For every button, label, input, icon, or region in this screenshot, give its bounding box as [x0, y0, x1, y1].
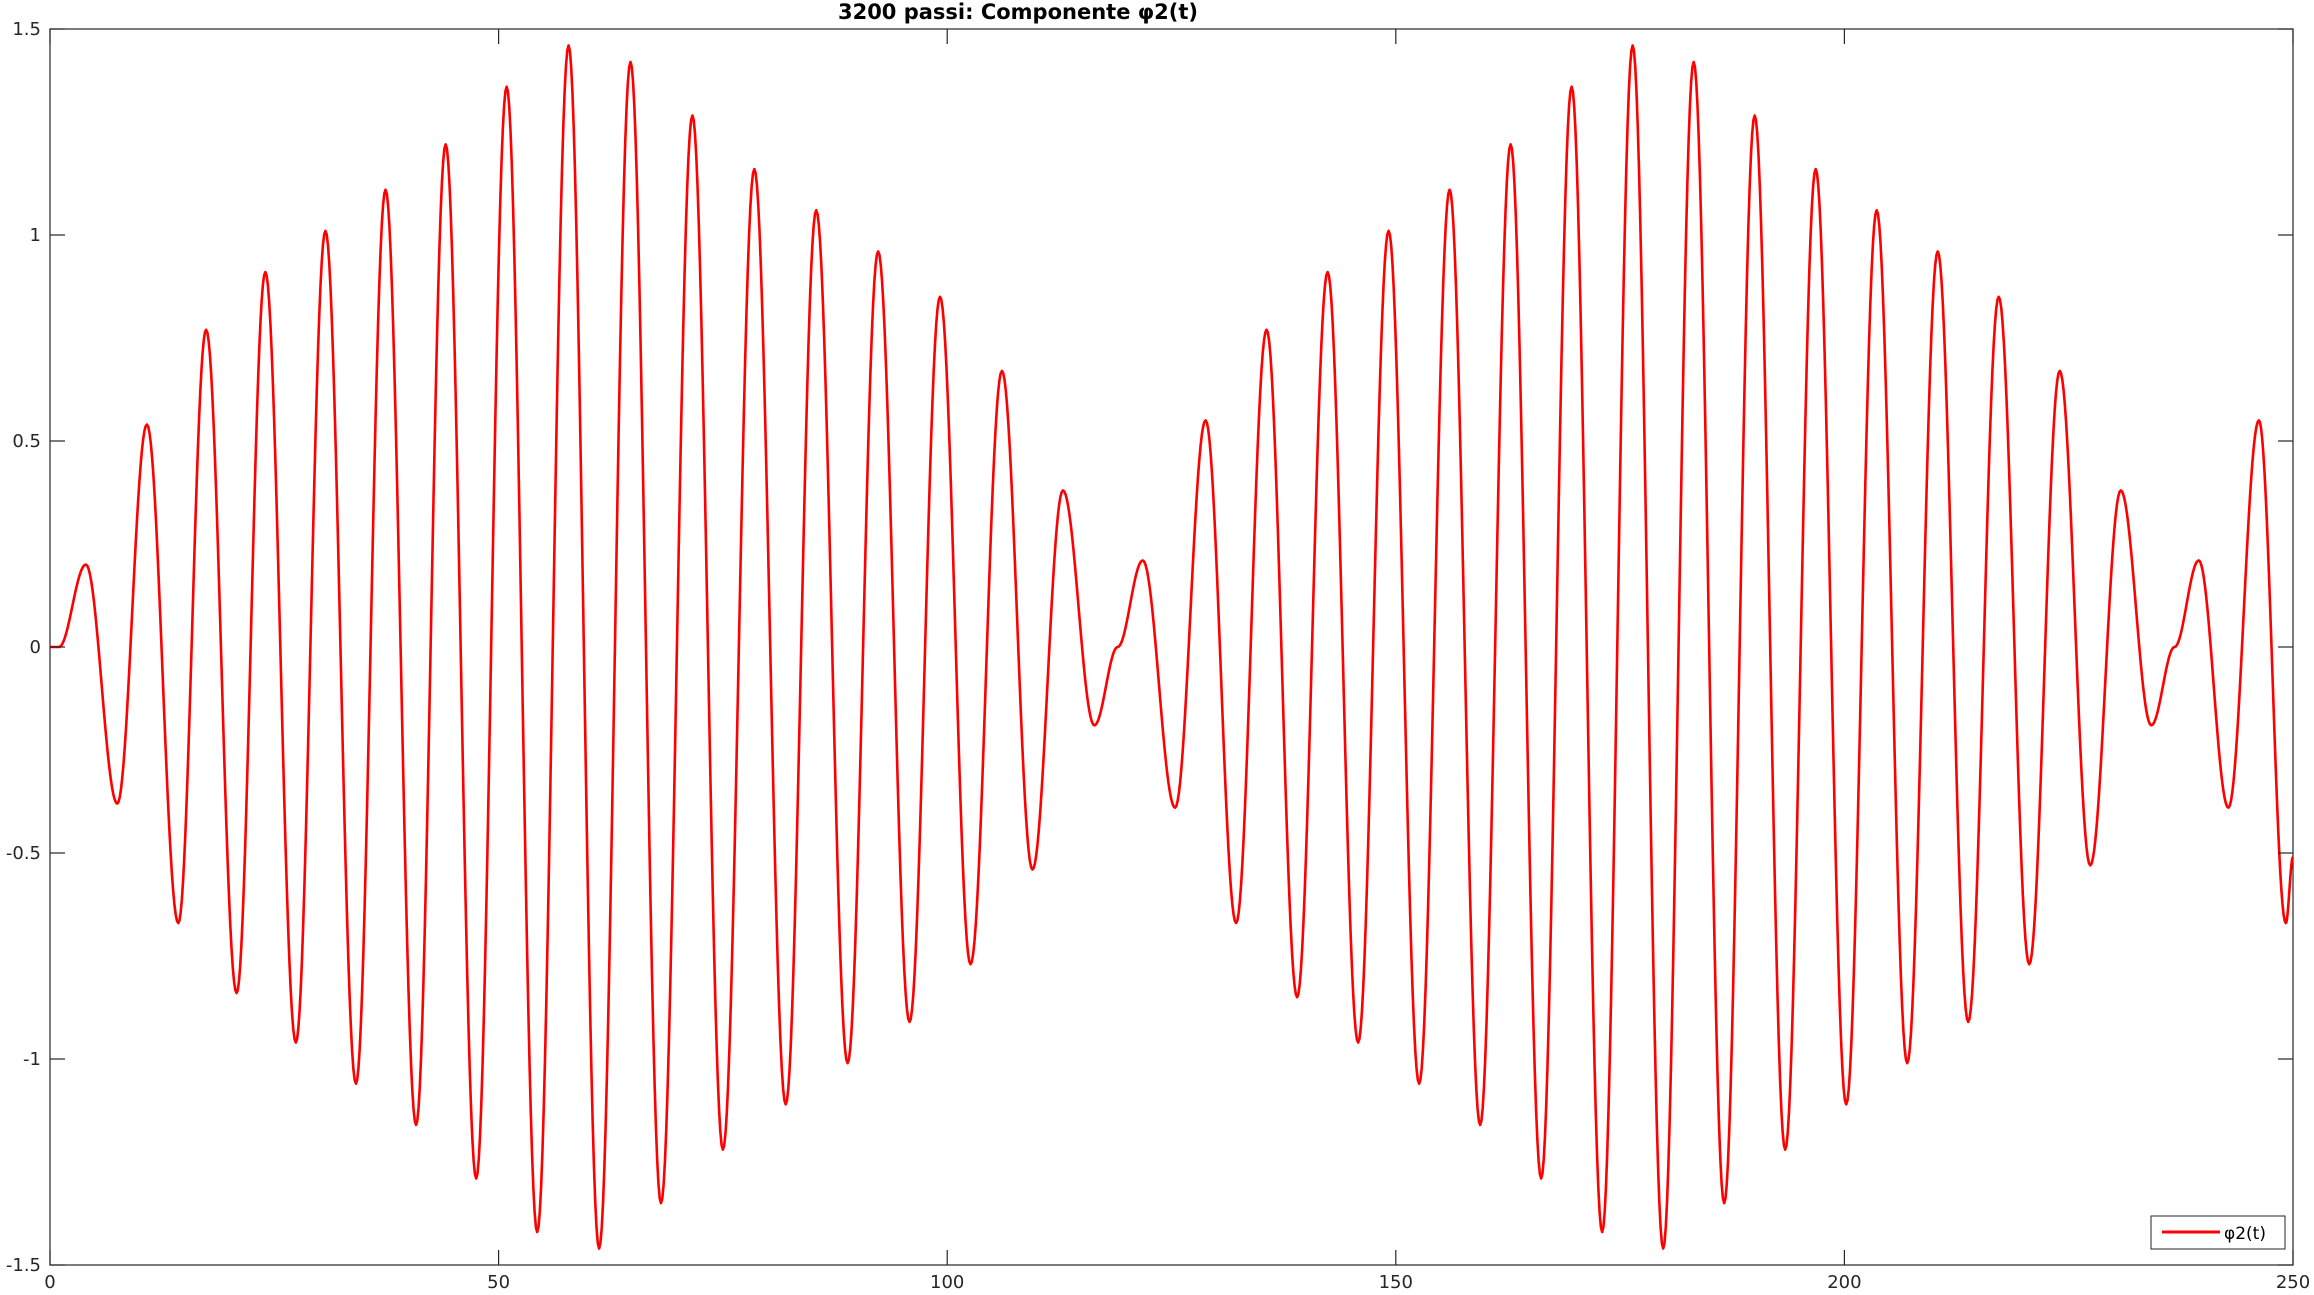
y-tick-label: 0 [30, 637, 41, 658]
x-tick-label: 50 [487, 1272, 510, 1293]
y-tick-label: -0.5 [6, 843, 41, 864]
y-tick-label: -1 [23, 1049, 41, 1070]
x-tick-label: 100 [930, 1272, 964, 1293]
legend-label: φ2(t) [2224, 1224, 2266, 1244]
legend: φ2(t) [2150, 1215, 2286, 1250]
series-line-phi2 [49, 44, 2294, 1250]
y-tick-label: -1.5 [6, 1255, 41, 1276]
x-tick-labels: 0 50 100 150 200 250 [44, 1272, 2310, 1293]
x-tick-label: 250 [2276, 1272, 2310, 1293]
axis-ticks [49, 28, 2294, 1266]
plot-area [49, 28, 2294, 1266]
chart-title: 3200 passi: Componente φ2(t) [838, 0, 1198, 24]
y-tick-label: 0.5 [12, 431, 41, 452]
x-tick-label: 200 [1827, 1272, 1861, 1293]
y-tick-labels: -1.5 -1 -0.5 0 0.5 1 1.5 [6, 19, 41, 1276]
y-tick-label: 1.5 [12, 19, 41, 40]
axes-box [49, 28, 2294, 1266]
x-tick-label: 0 [44, 1272, 55, 1293]
y-tick-label: 1 [30, 225, 41, 246]
x-tick-label: 150 [1379, 1272, 1413, 1293]
